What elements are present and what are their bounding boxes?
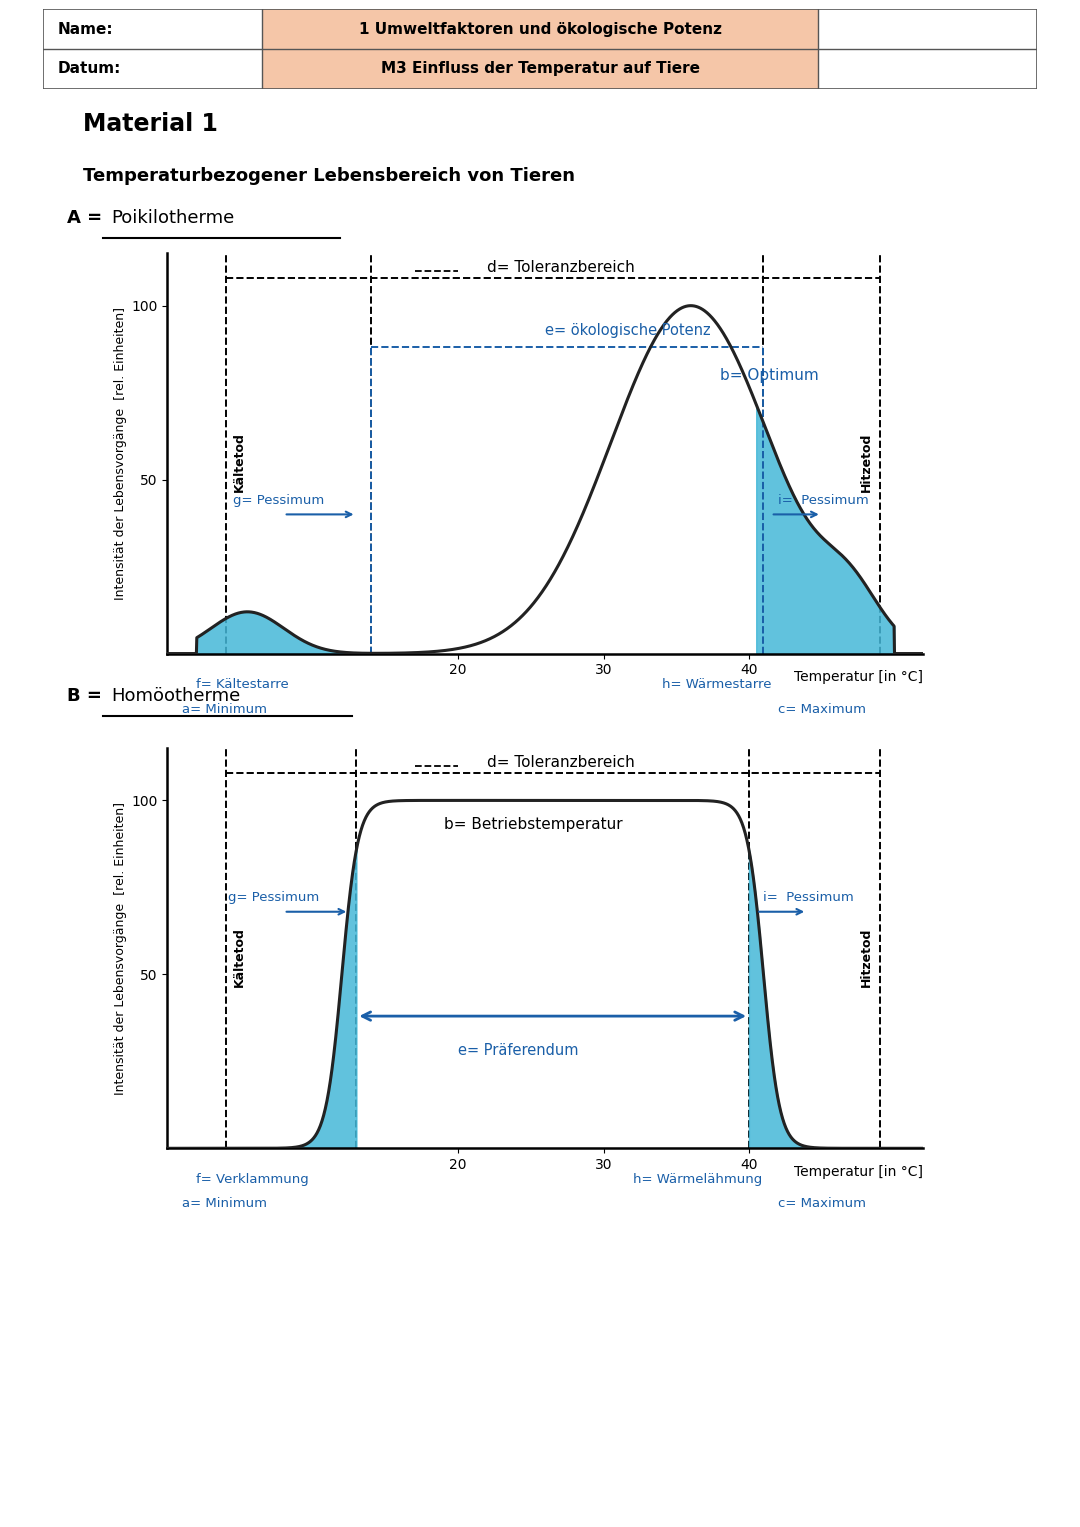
Text: A =: A = bbox=[67, 209, 108, 228]
Y-axis label: Intensität der Lebensvorgänge  [rel. Einheiten]: Intensität der Lebensvorgänge [rel. Einh… bbox=[114, 802, 127, 1095]
Text: a= Minimum: a= Minimum bbox=[181, 1197, 267, 1211]
Text: Hitzetod: Hitzetod bbox=[860, 432, 873, 492]
Text: f= Kältestarre: f= Kältestarre bbox=[197, 678, 289, 692]
Text: Hitzetod: Hitzetod bbox=[860, 927, 873, 986]
Text: a= Minimum: a= Minimum bbox=[181, 702, 267, 716]
Text: Kältetod: Kältetod bbox=[233, 927, 246, 986]
Bar bbox=[261, 9, 819, 49]
Text: M3 Einfluss der Temperatur auf Tiere: M3 Einfluss der Temperatur auf Tiere bbox=[380, 61, 700, 76]
Text: b= Betriebstemperatur: b= Betriebstemperatur bbox=[444, 817, 622, 832]
Text: d= Toleranzbereich: d= Toleranzbereich bbox=[487, 754, 635, 770]
Text: b= Optimum: b= Optimum bbox=[720, 368, 819, 383]
Text: g= Pessimum: g= Pessimum bbox=[233, 493, 324, 507]
Text: c= Maximum: c= Maximum bbox=[778, 1197, 866, 1211]
Text: Material 1: Material 1 bbox=[83, 111, 218, 136]
Text: e= Präferendum: e= Präferendum bbox=[458, 1043, 579, 1058]
Text: g= Pessimum: g= Pessimum bbox=[229, 892, 320, 904]
Text: Temperatur [in °C]: Temperatur [in °C] bbox=[795, 1165, 923, 1179]
Text: Temperatur [in °C]: Temperatur [in °C] bbox=[795, 670, 923, 684]
Text: B =: B = bbox=[67, 687, 108, 705]
Text: h= Wärmestarre: h= Wärmestarre bbox=[662, 678, 771, 692]
Bar bbox=[261, 49, 819, 89]
Text: Datum:: Datum: bbox=[58, 61, 121, 76]
Text: i=  Pessimum: i= Pessimum bbox=[764, 892, 854, 904]
Text: i=  Pessimum: i= Pessimum bbox=[778, 493, 868, 507]
Text: Temperaturbezogener Lebensbereich von Tieren: Temperaturbezogener Lebensbereich von Ti… bbox=[83, 166, 575, 185]
Text: Kältetod: Kältetod bbox=[233, 432, 246, 492]
Text: Poikilotherme: Poikilotherme bbox=[111, 209, 234, 228]
Text: d= Toleranzbereich: d= Toleranzbereich bbox=[487, 260, 635, 275]
Text: c= Maximum: c= Maximum bbox=[778, 702, 866, 716]
Text: e= ökologische Potenz: e= ökologische Potenz bbox=[545, 322, 711, 337]
Text: Homöotherme: Homöotherme bbox=[111, 687, 241, 705]
Text: f= Verklammung: f= Verklammung bbox=[197, 1173, 309, 1186]
Y-axis label: Intensität der Lebensvorgänge  [rel. Einheiten]: Intensität der Lebensvorgänge [rel. Einh… bbox=[114, 307, 127, 600]
Text: Name:: Name: bbox=[58, 21, 113, 37]
Text: h= Wärmelähmung: h= Wärmelähmung bbox=[633, 1173, 761, 1186]
Text: 1 Umweltfaktoren und ökologische Potenz: 1 Umweltfaktoren und ökologische Potenz bbox=[359, 21, 721, 37]
